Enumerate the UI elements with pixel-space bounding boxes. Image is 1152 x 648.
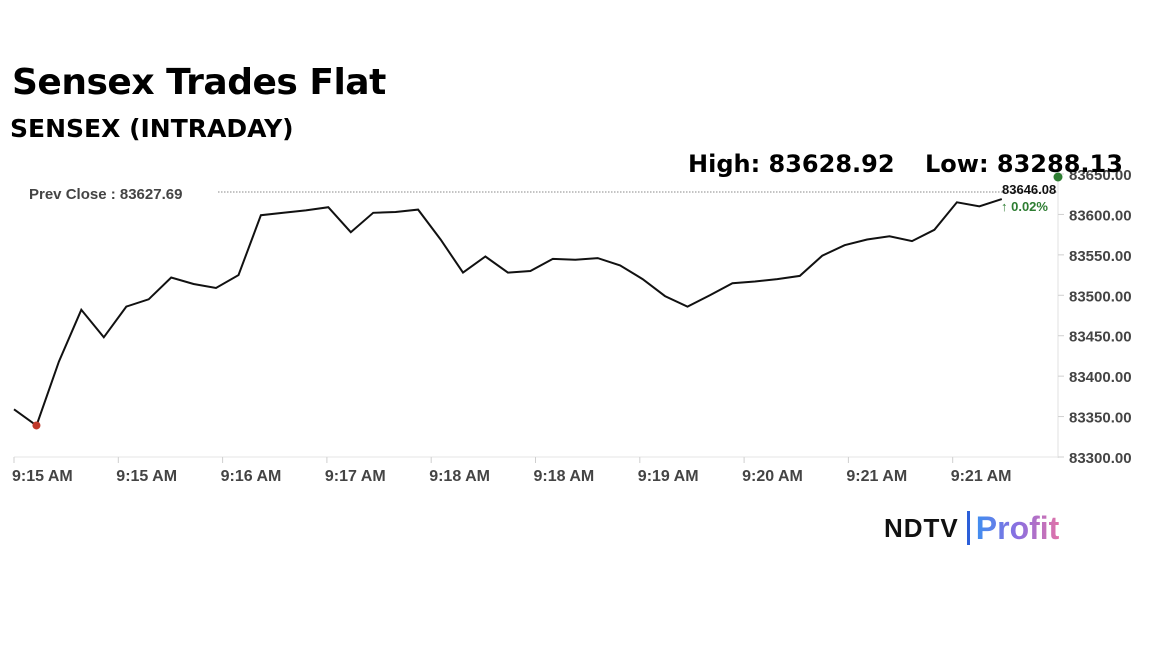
series-point [888, 234, 892, 238]
series-point [775, 277, 779, 281]
series-point [843, 243, 847, 247]
start-point-marker [32, 421, 41, 430]
y-tick-label: 83550.00 [1069, 248, 1132, 265]
series-point [730, 281, 734, 285]
prev-close-label: Prev Close : 83627.69 [29, 186, 182, 203]
series-point [214, 286, 218, 290]
series-point [708, 293, 712, 297]
x-tick-label: 9:17 AM [325, 468, 386, 485]
ndtv-profit-logo: NDTV Profit [884, 510, 1059, 546]
y-tick-label: 83500.00 [1069, 288, 1132, 305]
series-point [57, 360, 61, 364]
series-point [147, 297, 151, 301]
y-axis: 83650.00 83600.00 83550.00 83500.00 83450.00… [1057, 167, 1132, 467]
y-tick-label: 83650.00 [1069, 167, 1132, 184]
series-point [349, 230, 353, 234]
last-point-marker [1053, 172, 1063, 182]
series-point [686, 305, 690, 309]
last-change-label: ↑ 0.02% [1001, 199, 1048, 214]
series-point [124, 305, 128, 309]
series-point [955, 200, 959, 204]
x-tick-label: 9:19 AM [638, 468, 699, 485]
day-low-stat: Low: 83288.13 [925, 150, 1123, 178]
series-point [551, 257, 555, 261]
y-tick-label: 83400.00 [1069, 369, 1132, 386]
series-point [79, 308, 83, 312]
y-tick-label: 83300.00 [1069, 450, 1132, 467]
series-points [12, 197, 1004, 427]
series-point [663, 294, 667, 298]
series-point [259, 213, 263, 217]
logo-product-text: Profit [975, 509, 1060, 546]
prev-close-label-bg [14, 183, 218, 204]
x-axis: 9:15 AM 9:15 AM 9:16 AM 9:17 AM 9:18 AM 9:18 … [12, 456, 1058, 485]
series-point [192, 282, 196, 286]
chart-subtitle: SENSEX (INTRADAY) [10, 114, 294, 143]
series-point [439, 237, 443, 241]
logo-divider [966, 511, 970, 545]
x-tick-label: 9:15 AM [12, 468, 73, 485]
series-point [528, 269, 532, 273]
series-point [394, 210, 398, 214]
chart-title: Sensex Trades Flat [12, 62, 386, 103]
x-tick-label: 9:18 AM [429, 468, 490, 485]
series-point [371, 211, 375, 215]
day-high-stat: High: 83628.92 [688, 150, 895, 178]
series-point [910, 239, 914, 243]
series-point [281, 211, 285, 215]
series-point [820, 254, 824, 258]
logo-brand-text: NDTV [884, 512, 959, 543]
series-point [416, 208, 420, 212]
x-tick-label: 9:18 AM [534, 468, 595, 485]
x-tick-label: 9:20 AM [742, 468, 803, 485]
series-point [798, 274, 802, 278]
series-point [573, 258, 577, 262]
series-point [304, 208, 308, 212]
series-point [237, 273, 241, 277]
last-price-label: 83646.08 [1002, 182, 1056, 197]
series-point [12, 407, 16, 411]
y-tick-label: 83350.00 [1069, 410, 1132, 427]
y-tick-label: 83450.00 [1069, 329, 1132, 346]
x-tick-label: 9:16 AM [221, 468, 282, 485]
series-point [977, 204, 981, 208]
y-tick-label: 83600.00 [1069, 207, 1132, 224]
series-point [169, 275, 173, 279]
series-point [596, 256, 600, 260]
series-point [461, 271, 465, 275]
series-point [483, 254, 487, 258]
series-line [13, 198, 1003, 428]
series-point [506, 271, 510, 275]
series-point [753, 280, 757, 284]
x-tick-label: 9:15 AM [116, 468, 177, 485]
series-point [102, 335, 106, 339]
x-tick-label: 9:21 AM [846, 468, 907, 485]
series-point [641, 277, 645, 281]
x-tick-label: 9:21 AM [951, 468, 1012, 485]
series-point [865, 237, 869, 241]
series-point [618, 263, 622, 267]
series-point [326, 205, 330, 209]
series-point [932, 228, 936, 232]
